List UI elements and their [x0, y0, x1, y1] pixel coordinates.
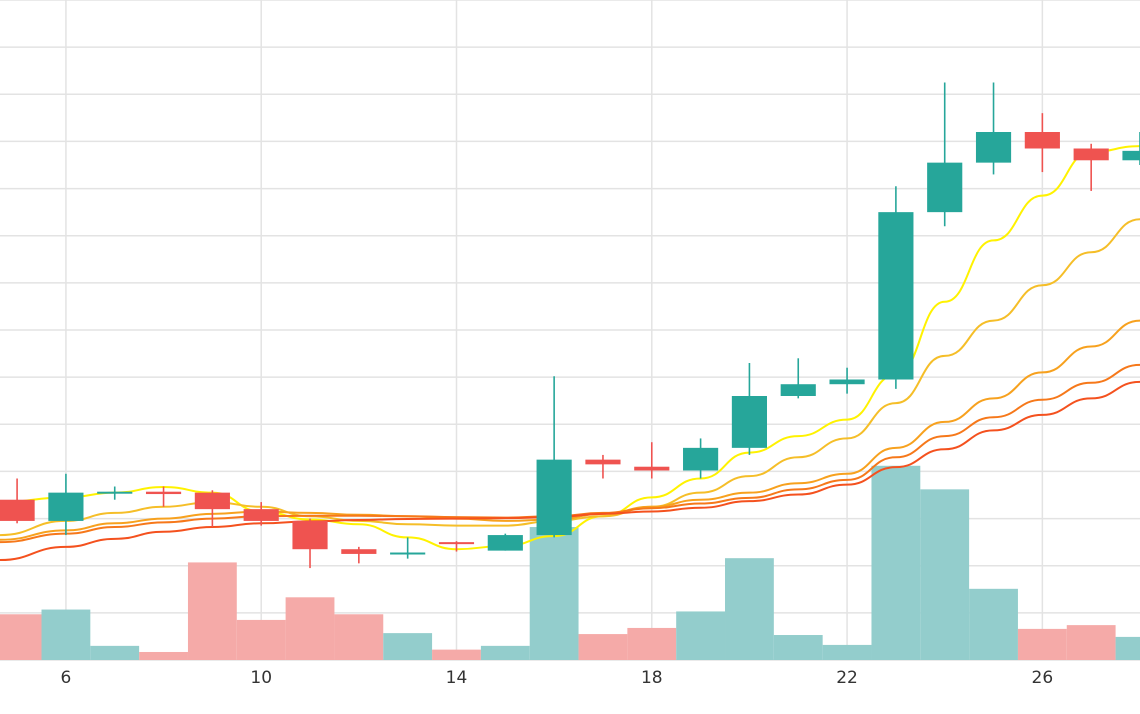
x-tick-label: 14: [446, 668, 468, 688]
candle-body: [683, 447, 719, 471]
candle-body: [1122, 150, 1140, 161]
candle: [634, 442, 670, 479]
candle: [731, 363, 767, 455]
volume-bar: [285, 597, 335, 660]
volume-bar: [725, 558, 774, 660]
candle-body: [243, 509, 279, 521]
volume-bar: [529, 527, 579, 660]
volume-bar: [90, 645, 140, 660]
candle: [975, 82, 1012, 175]
volume-bar: [871, 465, 921, 660]
candle-body: [194, 492, 230, 510]
candle: [194, 490, 230, 528]
candle-body: [1073, 148, 1109, 161]
candle: [829, 367, 865, 394]
candle: [585, 454, 621, 479]
x-tick-label: 26: [1032, 668, 1054, 688]
volume-bar: [822, 644, 872, 660]
candle-body: [341, 549, 377, 554]
x-tick-label: 18: [641, 668, 663, 688]
volume-bar: [773, 635, 823, 660]
x-axis-ticks: 6 10 14 18 22 26: [60, 668, 1053, 688]
volume-bar: [139, 651, 188, 660]
volume-bar: [578, 634, 628, 660]
candle: [0, 478, 35, 524]
candle-body: [390, 552, 426, 555]
candle-body: [292, 520, 328, 550]
candle: [536, 376, 572, 538]
volume-bar: [1017, 628, 1067, 660]
candle: [1024, 113, 1060, 173]
volume-layer: [0, 465, 1140, 660]
volume-bar: [334, 614, 384, 660]
volume-bar: [41, 609, 91, 660]
x-tick-label: 22: [836, 668, 858, 688]
grid-layer: [0, 0, 1140, 661]
candle-body: [878, 212, 914, 380]
volume-bar: [187, 562, 237, 660]
candle: [780, 358, 816, 399]
volume-bar: [1115, 636, 1140, 660]
candle-body: [145, 491, 182, 495]
candle: [390, 537, 426, 559]
candle-body: [731, 396, 767, 448]
candle-body: [438, 542, 475, 545]
candle-body: [927, 162, 963, 213]
candle: [487, 533, 523, 551]
candle: [927, 82, 963, 227]
volume-bar: [432, 649, 481, 660]
volume-bar: [676, 611, 726, 660]
candle: [341, 546, 377, 564]
candle-body: [585, 459, 621, 465]
volume-bar: [920, 489, 970, 660]
volume-bar: [969, 588, 1018, 660]
candle-body: [1024, 132, 1060, 149]
candle-body: [536, 459, 572, 536]
candle: [48, 473, 84, 536]
candle: [1122, 132, 1140, 165]
volume-bar: [0, 614, 42, 660]
candle: [97, 486, 133, 500]
candle-body: [487, 535, 523, 551]
candle-body: [48, 492, 84, 521]
candle-body: [634, 466, 670, 471]
candle-body: [780, 384, 816, 396]
volume-bar: [480, 645, 530, 660]
candle: [145, 486, 182, 507]
volume-bar: [1066, 625, 1116, 660]
x-tick-label: 10: [250, 668, 272, 688]
x-tick-label: 6: [60, 668, 71, 688]
volume-bar: [383, 633, 433, 660]
candle: [292, 518, 328, 569]
volume-bar: [236, 619, 286, 660]
candle: [243, 502, 279, 526]
candle-body: [975, 132, 1012, 163]
candle: [683, 438, 719, 479]
candle-body: [0, 499, 35, 521]
candle-body: [829, 379, 865, 385]
candle: [438, 541, 475, 552]
moving-average-line: [0, 380, 1140, 562]
candle: [878, 186, 914, 389]
volume-bar: [627, 627, 677, 660]
candle-body: [97, 491, 133, 494]
candle-layer: [0, 82, 1140, 569]
candle: [1073, 143, 1109, 191]
